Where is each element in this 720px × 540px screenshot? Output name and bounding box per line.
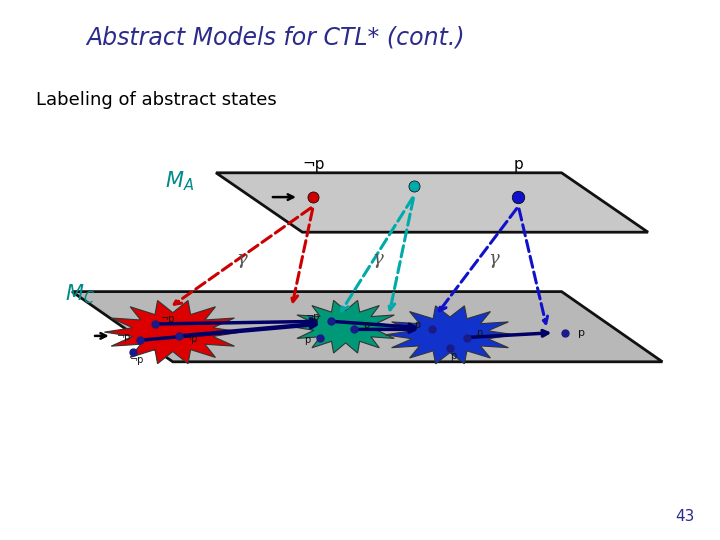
Text: ¬p: ¬p xyxy=(184,334,199,343)
Polygon shape xyxy=(385,306,515,364)
Polygon shape xyxy=(292,300,400,353)
Polygon shape xyxy=(104,301,241,363)
Text: p: p xyxy=(451,352,456,361)
Text: γ: γ xyxy=(488,250,498,268)
Text: Abstract Models for CTL* (cont.): Abstract Models for CTL* (cont.) xyxy=(86,26,465,50)
Text: 43: 43 xyxy=(675,509,695,524)
Text: ¬p: ¬p xyxy=(306,312,320,322)
Text: p: p xyxy=(363,320,369,330)
Text: $M_C$: $M_C$ xyxy=(65,282,95,306)
Text: γ: γ xyxy=(373,250,383,268)
Text: $M_A$: $M_A$ xyxy=(166,169,194,193)
Text: ¬p: ¬p xyxy=(130,355,144,365)
Text: p: p xyxy=(577,328,585,338)
Text: p: p xyxy=(305,335,310,345)
Text: γ: γ xyxy=(236,250,246,268)
Text: ¬p: ¬p xyxy=(302,157,325,172)
Text: ¬p: ¬p xyxy=(117,333,132,342)
Text: Labeling of abstract states: Labeling of abstract states xyxy=(36,91,276,109)
Polygon shape xyxy=(216,173,648,232)
Text: p: p xyxy=(513,157,523,172)
Text: p: p xyxy=(477,328,482,338)
Polygon shape xyxy=(72,292,662,362)
Text: ¬p: ¬p xyxy=(161,314,175,323)
Text: p: p xyxy=(415,320,420,330)
